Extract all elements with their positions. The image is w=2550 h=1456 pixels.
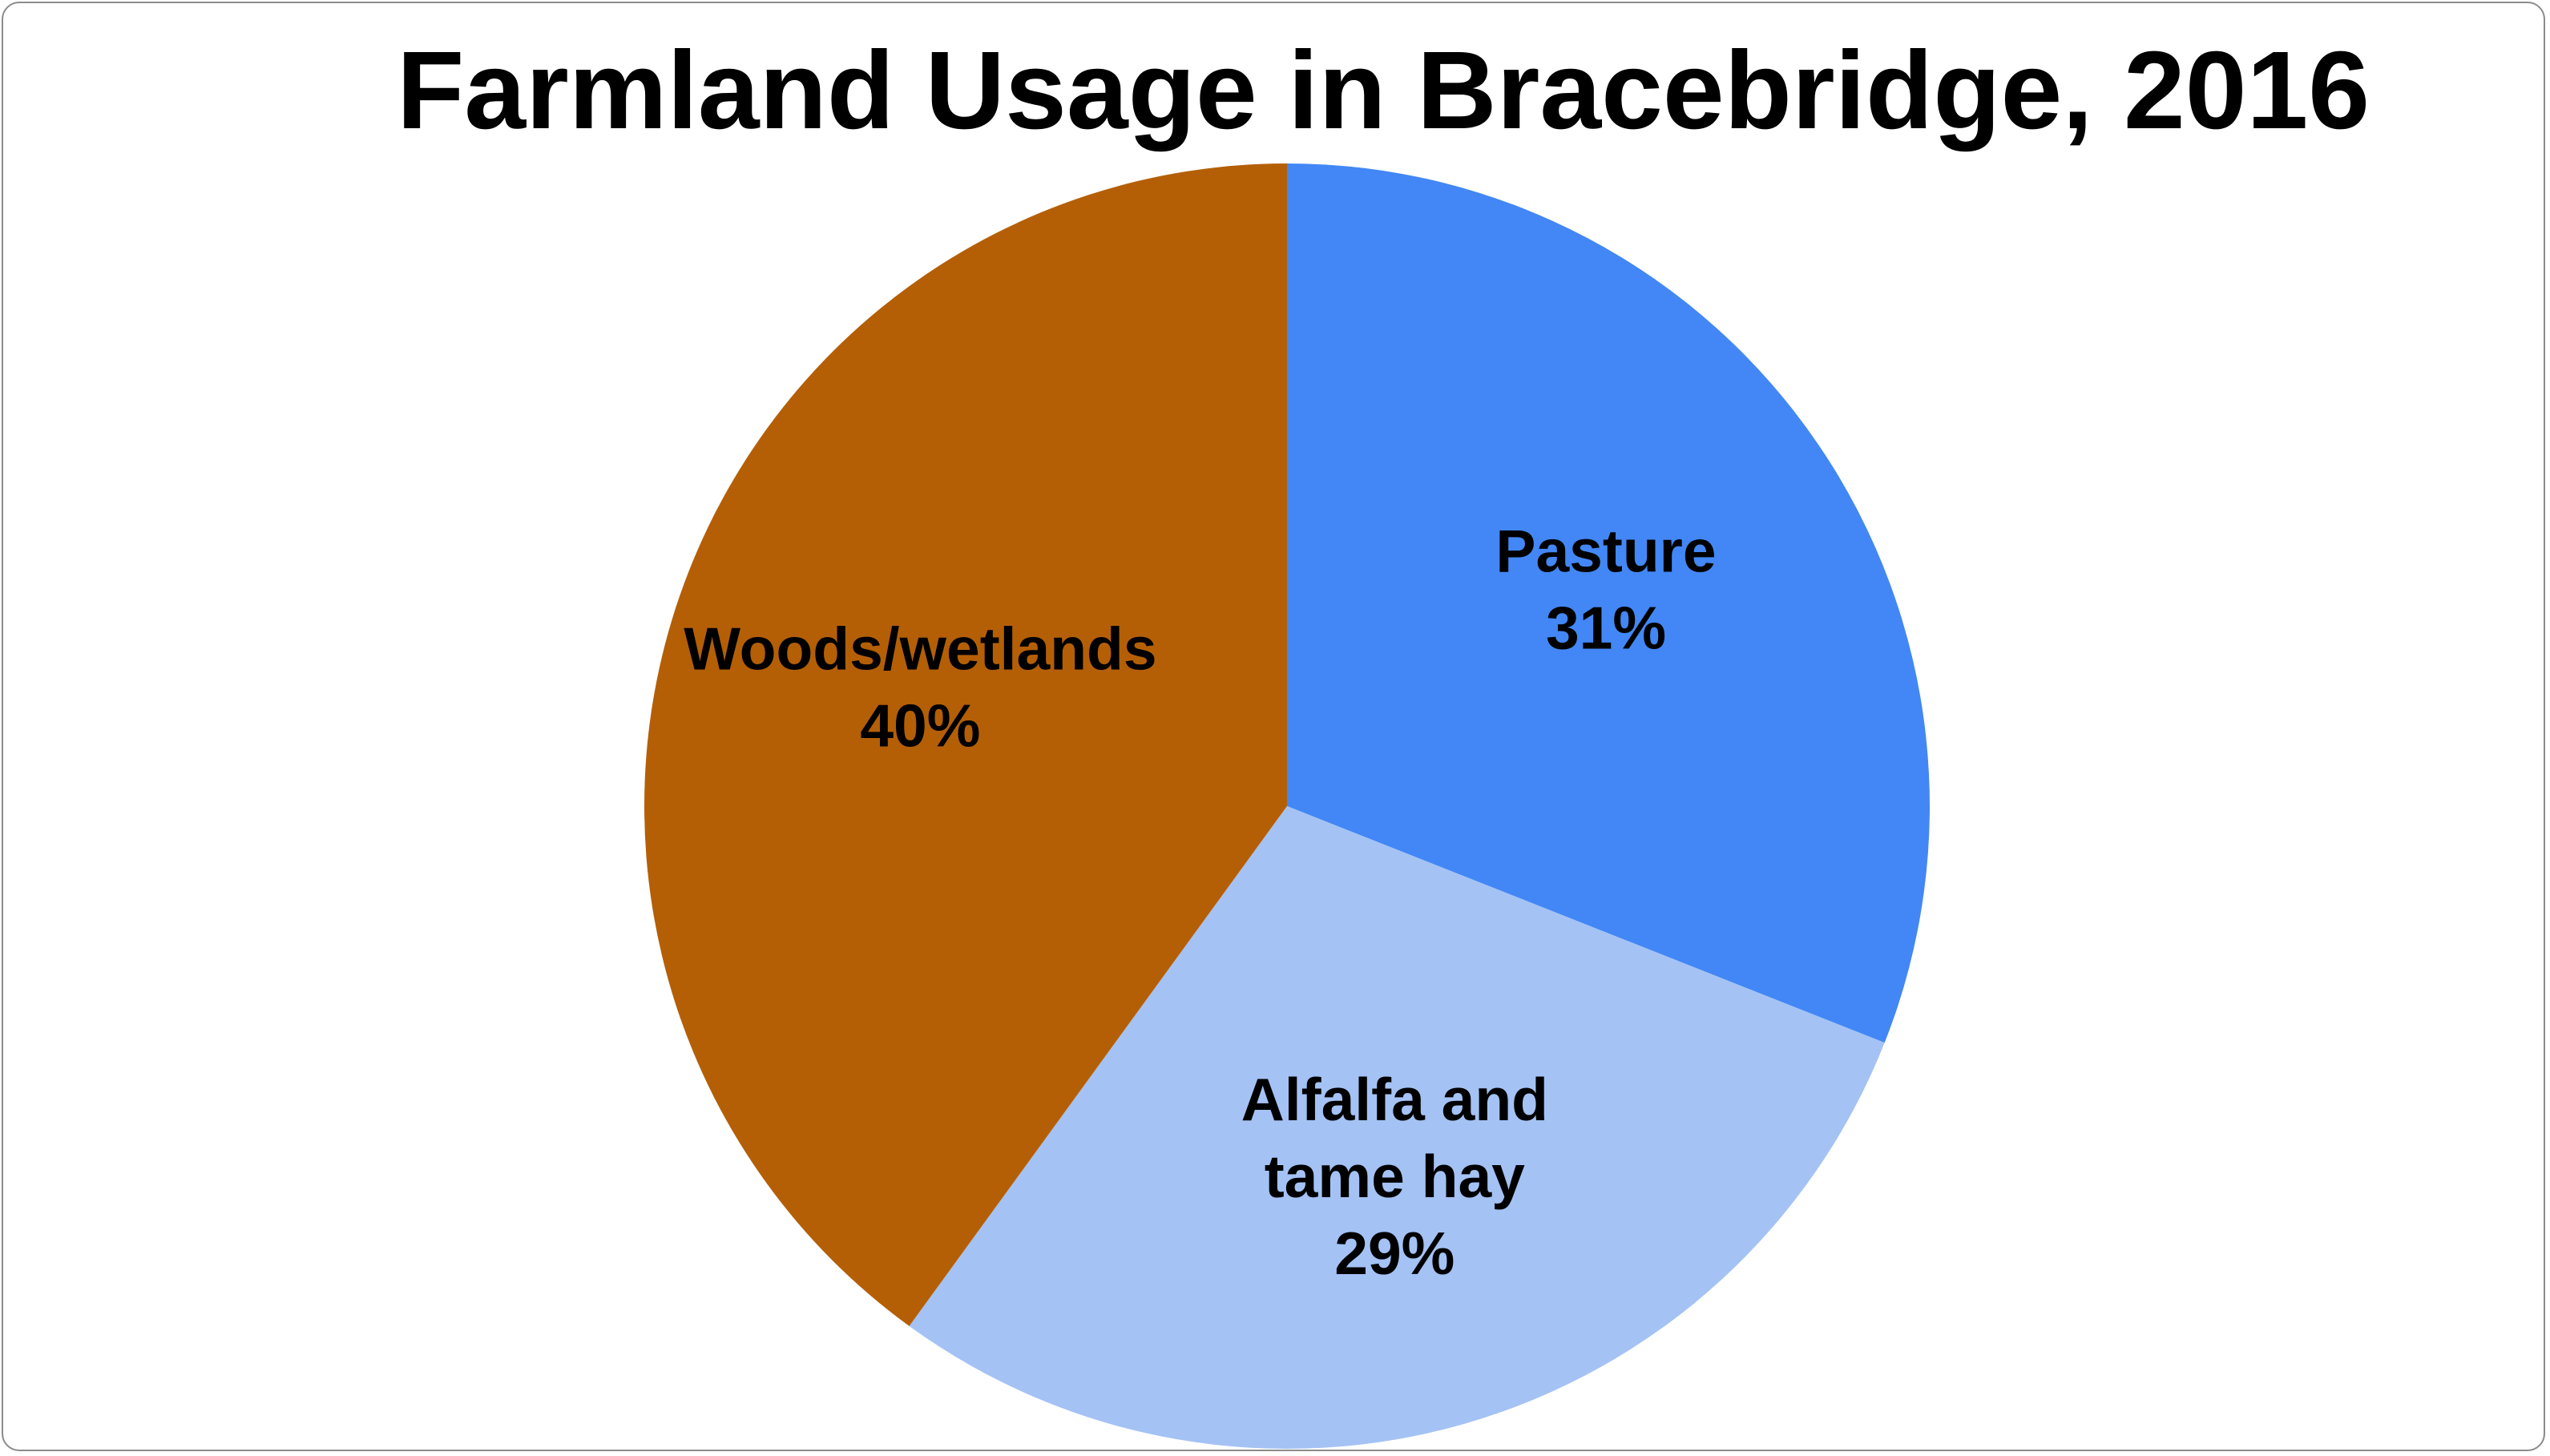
slice-value-label: 29% [1334, 1220, 1455, 1287]
slice-label-woods-wetlands: Woods/wetlands 40% [684, 615, 1156, 759]
slice-category-label: Pasture [1495, 518, 1716, 585]
slice-value-label: 40% [860, 692, 980, 759]
slice-label-alfalfa-and-tame-hay: Alfalfa and tame hay 29% [1241, 1066, 1548, 1287]
pie-slices [644, 163, 1931, 1449]
slice-category-label: Woods/wetlands [684, 615, 1156, 682]
chart-title: Farmland Usage in Bracebridge, 2016 [397, 29, 2370, 152]
pie-slice-pasture [1287, 163, 1931, 1043]
slice-label-pasture: Pasture 31% [1495, 518, 1716, 662]
pie-slice-alfalfa-and-tame-hay [909, 806, 1885, 1449]
slice-value-label: 31% [1546, 595, 1666, 662]
slice-category-label: tame hay [1265, 1143, 1525, 1210]
pie-labels: Pasture 31% Alfalfa and tame hay 29% Woods/we… [684, 518, 1716, 1288]
slice-category-label: Alfalfa and [1241, 1066, 1548, 1133]
pie-slice-woods-wetlands [644, 163, 1287, 1326]
